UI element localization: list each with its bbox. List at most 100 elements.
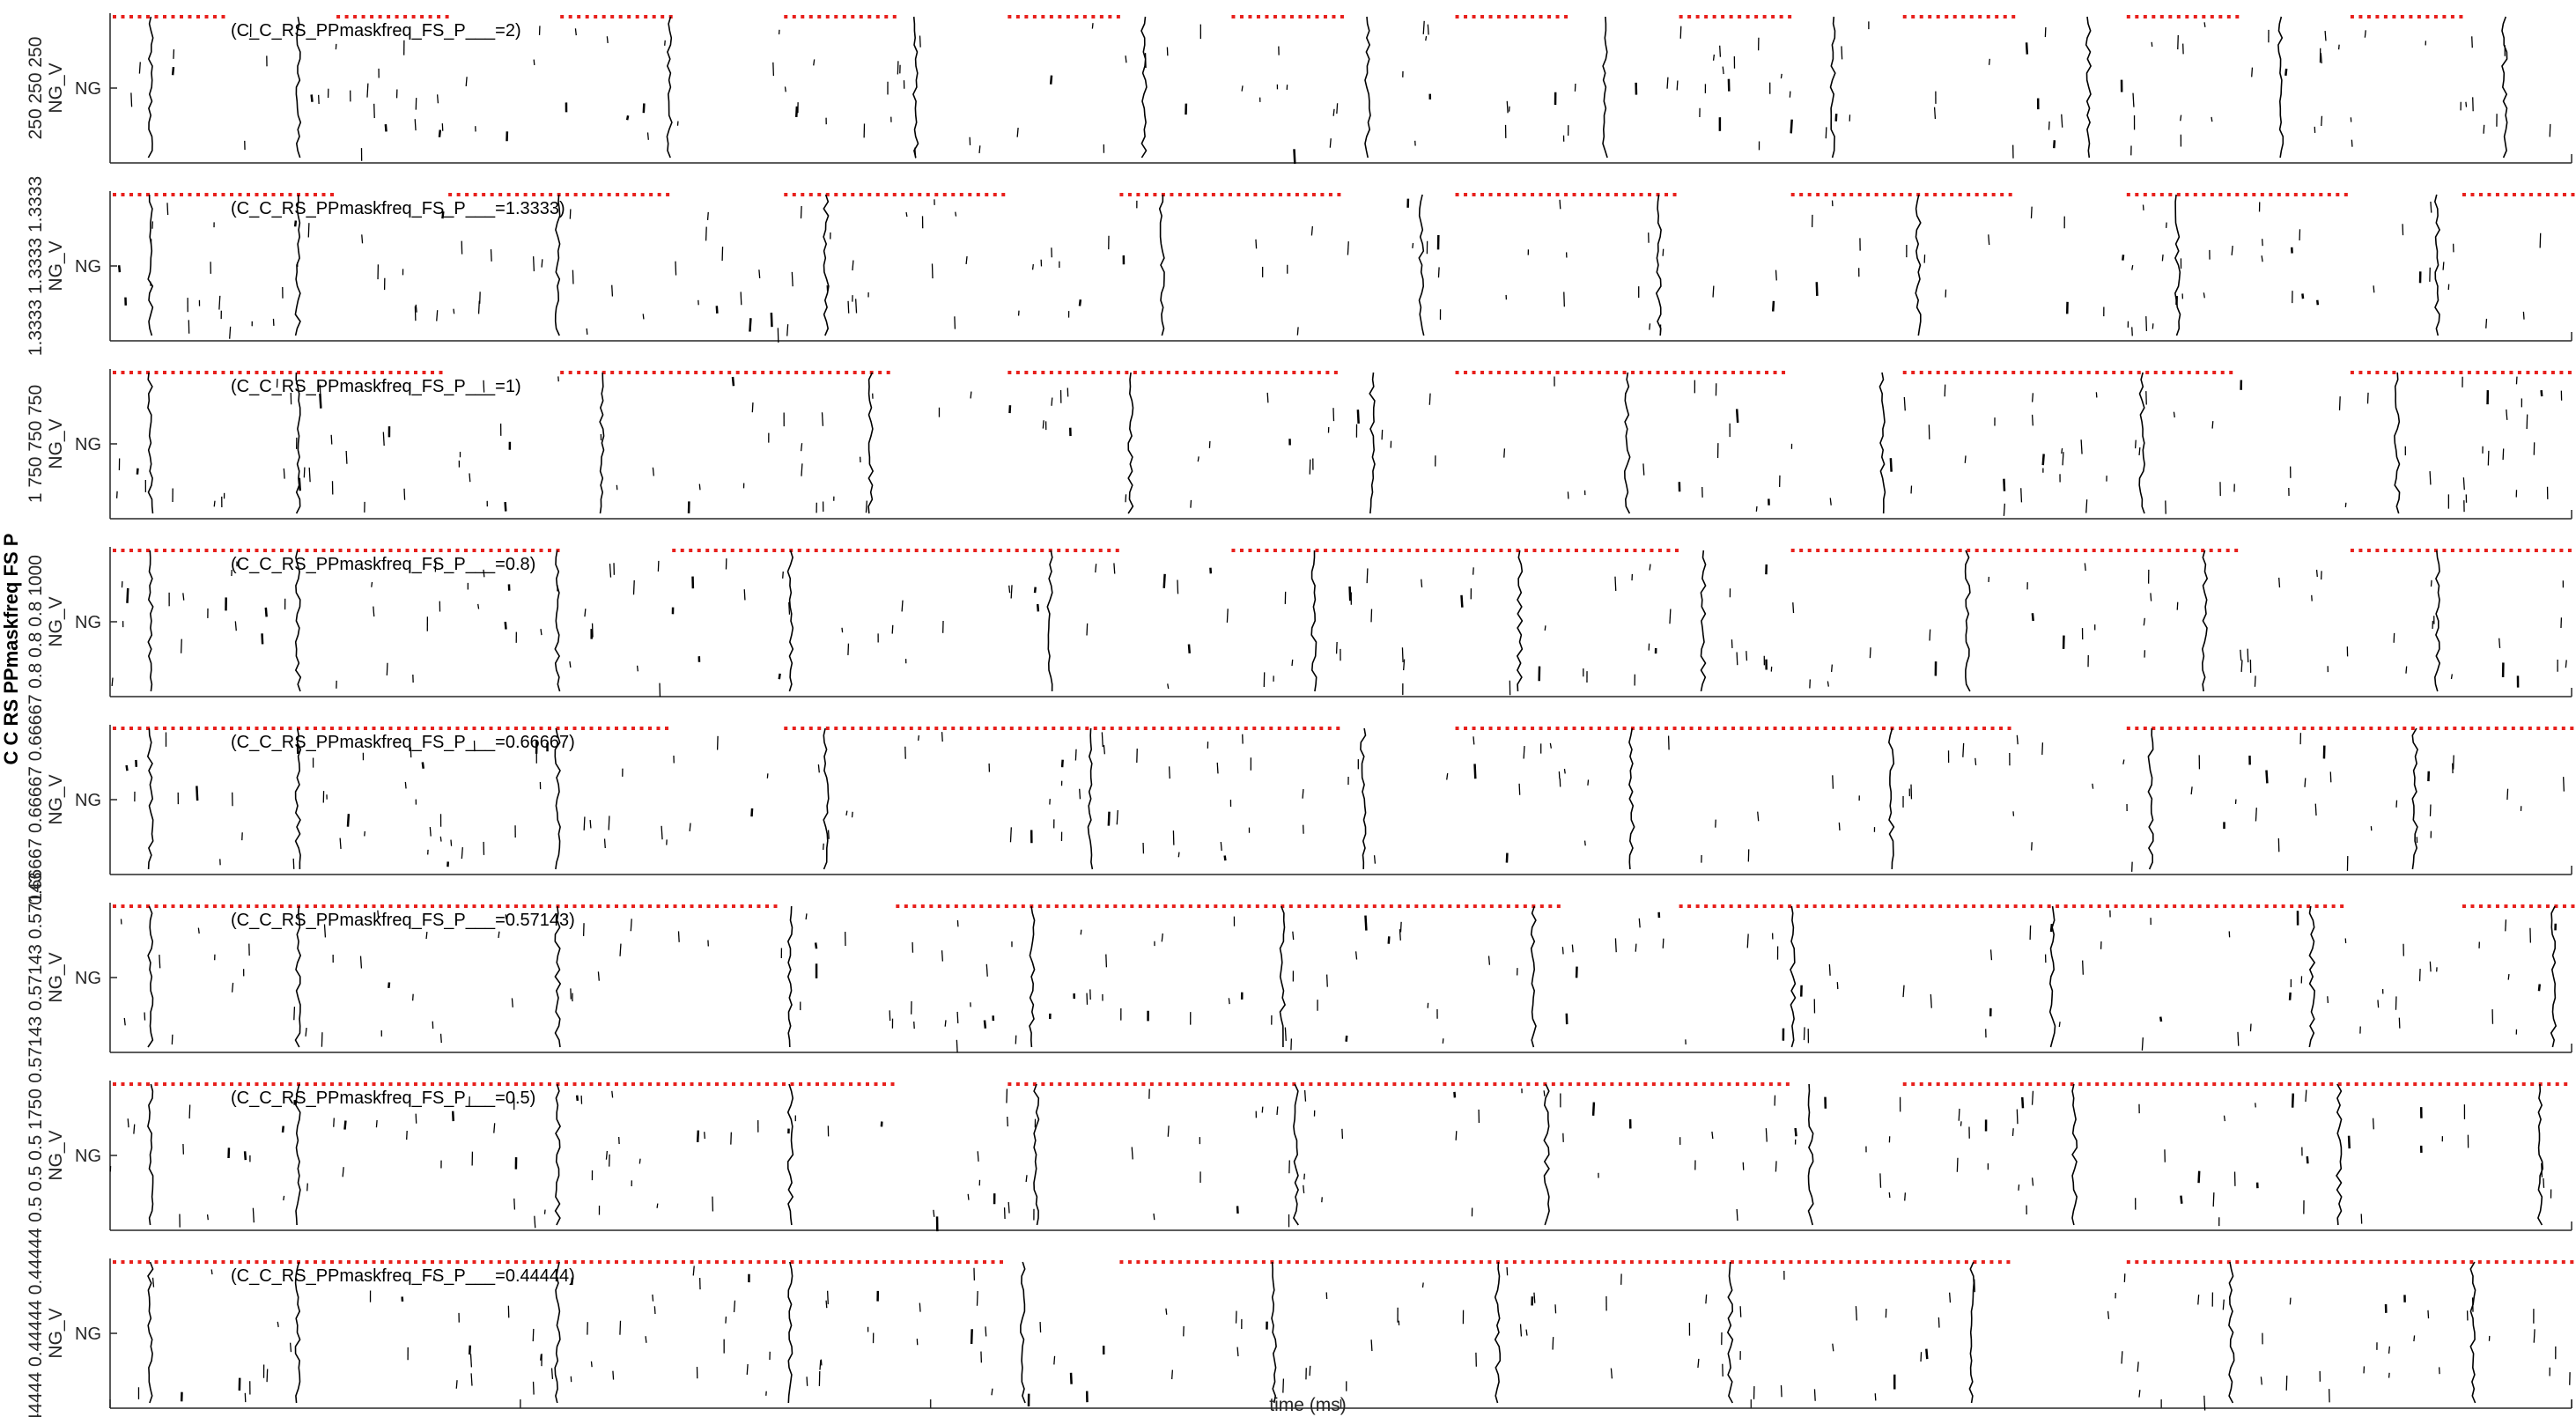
- mask-dot: [968, 193, 972, 196]
- spike-mark: [749, 318, 752, 332]
- spike-mark: [954, 316, 956, 329]
- mask-dot: [1681, 727, 1686, 730]
- mask-dot: [1938, 904, 1943, 908]
- mask-dot: [1133, 371, 1137, 374]
- spike-mark: [123, 1017, 126, 1026]
- mask-dot: [1143, 727, 1148, 730]
- mask-dot: [2366, 549, 2371, 552]
- mask-dot: [1839, 1260, 1843, 1264]
- spike-volley: [2469, 1261, 2476, 1404]
- spike-mark: [493, 1123, 496, 1133]
- spike-mark: [914, 147, 917, 159]
- mask-dot: [1423, 549, 1428, 552]
- mask-dot: [1328, 193, 1332, 196]
- mask-dot: [314, 549, 317, 552]
- mask-dot: [565, 193, 570, 196]
- mask-dot: [610, 15, 615, 18]
- mask-dot: [129, 904, 133, 908]
- mask-dot: [1032, 15, 1037, 18]
- mask-dot: [1197, 904, 1201, 908]
- spike-volley: [554, 905, 562, 1048]
- spike-mark: [439, 1033, 442, 1044]
- spike-volley: [295, 16, 302, 159]
- spike-mark: [293, 1007, 296, 1021]
- mask-dot: [1687, 15, 1692, 18]
- spike-mark: [388, 982, 391, 988]
- mask-dot: [790, 1082, 794, 1086]
- spike-mark: [801, 443, 803, 452]
- mask-dot: [933, 1260, 936, 1264]
- mask-dot: [892, 727, 897, 730]
- mask-dot: [2256, 904, 2261, 908]
- spike-mark: [1794, 1127, 1797, 1137]
- spike-mark: [1549, 742, 1553, 749]
- spike-mark: [181, 638, 182, 653]
- mask-dot: [447, 727, 451, 730]
- mask-dot: [1497, 15, 1502, 18]
- mask-dot: [2089, 904, 2093, 908]
- spike-mark: [550, 1368, 554, 1379]
- mask-dot: [2159, 727, 2164, 730]
- spike-mark: [2122, 759, 2125, 765]
- spike-mark: [1662, 938, 1664, 948]
- spike-mark: [1735, 409, 1739, 424]
- mask-dot: [2570, 1260, 2574, 1264]
- mask-dot: [411, 15, 416, 18]
- mask-dot: [1622, 727, 1627, 730]
- mask-dot: [979, 904, 984, 908]
- spike-mark: [1296, 327, 1299, 336]
- spike-mark: [319, 393, 322, 409]
- mask-dot: [867, 193, 872, 196]
- mask-dot: [431, 1082, 434, 1086]
- mask-dot: [1551, 1082, 1555, 1086]
- mask-dot: [1598, 727, 1602, 730]
- mask-dot: [901, 193, 905, 196]
- mask-dot: [2520, 727, 2524, 730]
- spike-mark: [1888, 1192, 1891, 1199]
- mask-dot: [1514, 193, 1518, 196]
- mask-dot: [2487, 193, 2491, 196]
- mask-dot: [1997, 1260, 2002, 1264]
- mask-dot: [694, 371, 698, 374]
- mask-dot: [1631, 727, 1635, 730]
- mask-dot: [2319, 1260, 2323, 1264]
- mask-dot: [1158, 371, 1163, 374]
- mask-dot: [2511, 727, 2515, 730]
- spike-volley: [2228, 1261, 2235, 1404]
- mask-dot: [1883, 193, 1887, 196]
- mask-dot: [1773, 371, 1777, 374]
- mask-dot: [1336, 727, 1340, 730]
- spike-mark: [1341, 1128, 1344, 1140]
- spike-mark: [2373, 285, 2375, 293]
- mask-dot: [297, 1082, 300, 1086]
- mask-dot: [1225, 1082, 1229, 1086]
- mask-dot: [2106, 904, 2110, 908]
- mask-dot: [912, 904, 917, 908]
- spike-mark: [1679, 26, 1682, 39]
- mask-dot: [1248, 549, 1252, 552]
- mask-dot: [801, 15, 805, 18]
- panel-y-label: NG_V: [46, 952, 66, 1002]
- mask-dot: [1923, 1260, 1927, 1264]
- mask-dot: [204, 549, 209, 552]
- mask-dot: [2302, 193, 2307, 196]
- mask-dot: [644, 371, 648, 374]
- mask-dot: [1265, 15, 1269, 18]
- mask-dot: [321, 1082, 326, 1086]
- mask-dot: [305, 1082, 309, 1086]
- mask-dot: [2192, 549, 2196, 552]
- spike-mark: [2049, 924, 2054, 933]
- mask-dot: [1381, 904, 1385, 908]
- mask-dot: [387, 15, 391, 18]
- spike-mark: [477, 603, 480, 609]
- mask-dot: [851, 727, 855, 730]
- mask-dot: [1233, 371, 1237, 374]
- mask-dot: [648, 727, 652, 730]
- mask-dot: [1365, 549, 1369, 552]
- mask-dot: [582, 193, 587, 196]
- mask-dot: [1973, 1260, 1977, 1264]
- mask-dot: [2550, 371, 2555, 374]
- mask-dot: [1564, 371, 1568, 374]
- spike-mark: [1903, 396, 1906, 411]
- mask-dot: [990, 549, 994, 552]
